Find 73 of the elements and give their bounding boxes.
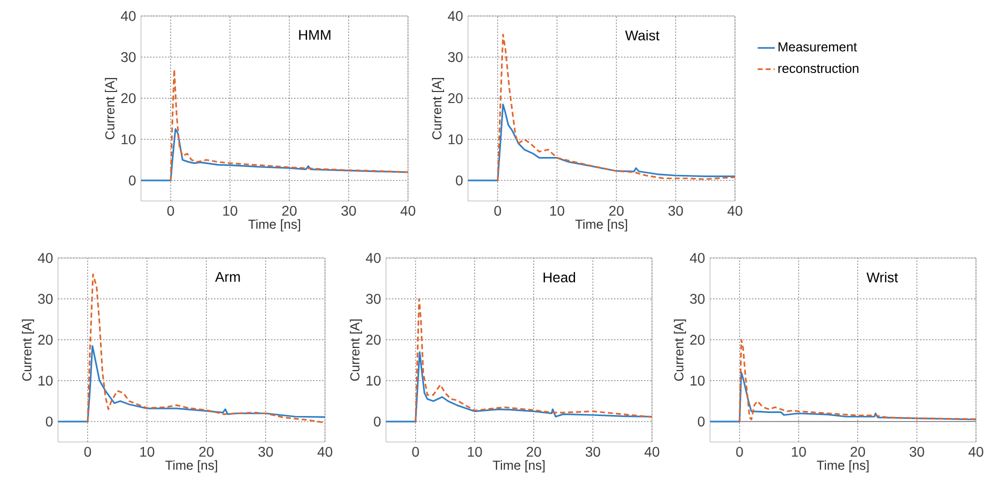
annotation: HMM [299,30,330,40]
x-tick-label: 30 [668,206,683,216]
y-tick-label: 20 [448,93,463,104]
y-tick-label: 20 [121,93,136,104]
y-tick-label: 0 [374,416,381,427]
x-axis-title: Time [ns] [816,460,869,472]
x-tick-label: 30 [910,446,924,457]
y-tick-label: 40 [690,253,705,263]
x-axis-title: Time [ns] [248,219,300,232]
y-tick-label: 40 [38,253,53,263]
x-tick-label: 30 [341,206,356,216]
legend-label: Measurement [778,42,857,52]
y-axis-title: Current [A] [104,78,118,140]
x-tick-label: 20 [526,446,542,457]
line-series [738,338,976,422]
annotation: Head [544,272,576,282]
x-tick-label: 20 [609,206,624,216]
legend-label: reconstruction [778,63,858,73]
y-tick-label: 40 [366,253,381,263]
y-tick-label: 40 [120,11,136,21]
y-tick-label: 40 [448,11,463,21]
x-tick-label: 10 [792,446,806,457]
y-tick-label: 30 [690,294,705,304]
x-axis-title: Time [ns] [575,219,628,232]
x-tick-label: 0 [84,446,92,457]
x-tick-label: 0 [494,206,502,216]
y-tick-label: 30 [38,294,53,304]
x-tick-label: 40 [400,206,416,216]
y-tick-label: 0 [698,416,705,427]
y-tick-label: 10 [690,376,705,386]
x-tick-label: 10 [468,446,482,457]
x-tick-label: 10 [140,446,154,457]
y-tick-label: 10 [448,134,463,144]
y-tick-label: 20 [690,334,705,345]
annotation: Wrist [866,272,898,282]
annotation: Arm [215,272,240,282]
x-tick-label: 0 [412,446,419,457]
y-axis-title: Current [A] [674,320,686,381]
x-tick-label: 10 [223,206,238,216]
x-tick-label: 30 [258,446,273,457]
x-tick-label: 40 [728,206,742,216]
line-series [86,274,325,424]
y-tick-label: 10 [122,134,136,144]
x-tick-label: 20 [199,446,214,457]
y-tick-label: 0 [46,416,53,427]
y-tick-label: 10 [38,376,53,386]
x-tick-label: 20 [282,206,297,216]
x-tick-label: 40 [644,446,660,457]
annotation: Waist [625,30,660,40]
y-axis-title: Current [A] [22,320,34,381]
line-series [468,104,735,182]
y-tick-label: 10 [366,376,381,386]
x-tick-label: 30 [586,446,600,457]
x-tick-label: 10 [550,206,564,216]
line-series [170,68,408,182]
y-tick-label: 20 [38,334,53,345]
y-tick-label: 0 [456,175,463,186]
x-axis-title: Time [ns] [492,460,545,472]
y-tick-label: 0 [128,175,136,186]
x-axis-title: Time [ns] [165,460,218,472]
y-tick-label: 30 [121,52,136,62]
x-tick-label: 0 [736,446,743,457]
y-axis-title: Current [A] [432,78,444,140]
line-series [58,345,325,422]
x-tick-label: 40 [968,446,984,457]
line-series [710,372,976,422]
y-axis-title: Current [A] [350,320,362,381]
x-tick-label: 40 [318,446,332,457]
y-tick-label: 30 [448,52,463,62]
y-tick-label: 20 [366,334,381,345]
x-tick-label: 20 [850,446,866,457]
x-tick-label: 0 [167,206,174,216]
y-tick-label: 30 [366,294,381,304]
